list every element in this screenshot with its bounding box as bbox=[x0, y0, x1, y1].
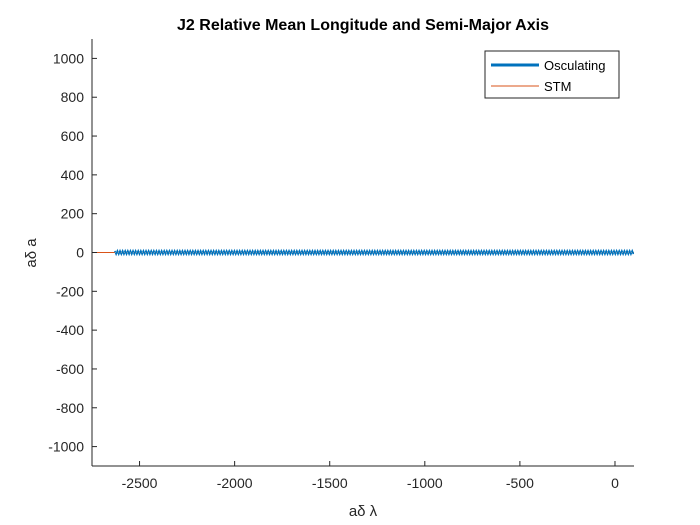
legend-box bbox=[484, 50, 620, 99]
y-tick-label: 1000 bbox=[53, 50, 84, 66]
y-tick-label: 600 bbox=[61, 128, 85, 144]
y-tick-label: -400 bbox=[56, 322, 84, 338]
legend-label-stm: STM bbox=[544, 79, 571, 94]
ticks: -2500 -2000 -1500 -1000 -500 0-1000-800-600-4… bbox=[48, 50, 619, 491]
x-tick-label: -1500 bbox=[312, 475, 348, 491]
x-tick-label: -500 bbox=[506, 475, 534, 491]
y-tick-label: -1000 bbox=[48, 439, 84, 455]
y-tick-label: -200 bbox=[56, 283, 84, 299]
x-tick-label: -1000 bbox=[407, 475, 443, 491]
legend: Osculating STM bbox=[484, 50, 620, 99]
y-tick-label: 0 bbox=[76, 245, 84, 261]
y-tick-label: -800 bbox=[56, 400, 84, 416]
y-tick-label: 800 bbox=[61, 89, 85, 105]
x-axis-label: aδ λ bbox=[349, 503, 378, 520]
y-tick-label: 400 bbox=[61, 167, 85, 183]
y-axis-label: aδ a bbox=[23, 238, 40, 268]
y-tick-label: -600 bbox=[56, 361, 84, 377]
plot-area bbox=[92, 248, 634, 257]
chart-title: J2 Relative Mean Longitude and Semi-Majo… bbox=[177, 17, 549, 34]
x-tick-label: -2500 bbox=[122, 475, 158, 491]
y-tick-label: 200 bbox=[61, 206, 85, 222]
legend-label-osculating: Osculating bbox=[544, 58, 605, 73]
series-line-osculating bbox=[114, 248, 634, 257]
x-tick-label: 0 bbox=[611, 475, 619, 491]
x-tick-label: -2000 bbox=[217, 475, 253, 491]
